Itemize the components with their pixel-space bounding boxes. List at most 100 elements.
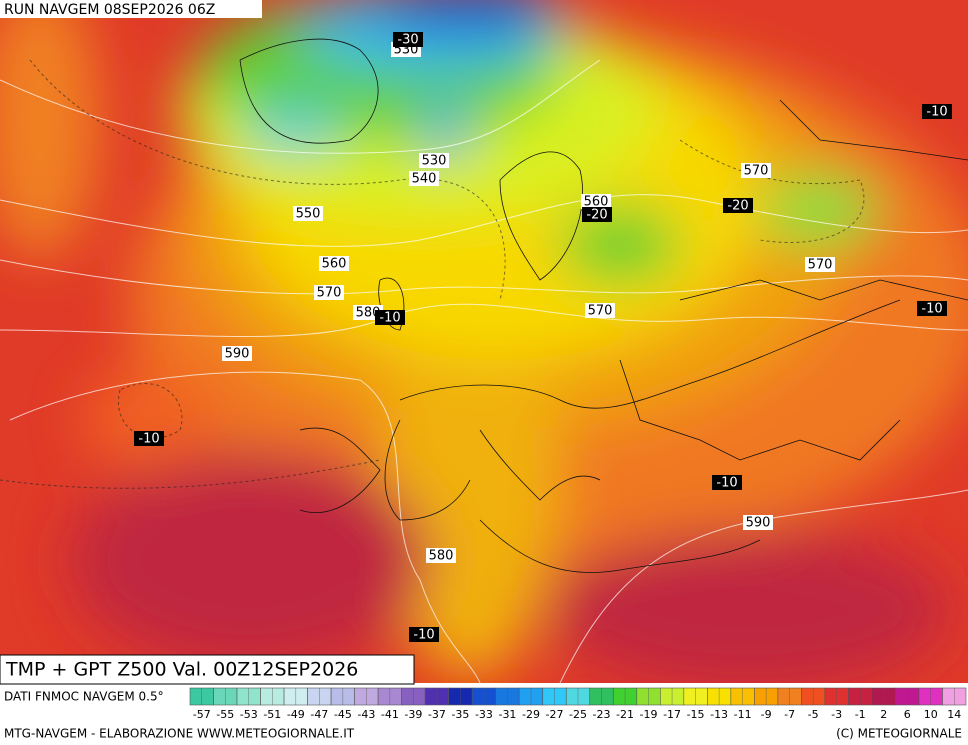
legend-label: -27: [546, 708, 564, 721]
label-text: 530: [422, 154, 447, 169]
legend-label: 10: [924, 708, 938, 721]
label-box: [585, 303, 615, 318]
label-text: 540: [412, 172, 437, 187]
label-text: 590: [225, 347, 250, 362]
contour-label: -10: [712, 475, 742, 491]
label-text: -10: [413, 628, 434, 643]
contour-label: -10: [409, 627, 439, 643]
label-box: [917, 301, 947, 316]
label-box: [393, 32, 423, 47]
label-text: -20: [586, 208, 607, 223]
label-box: [222, 346, 252, 361]
label-text: -30: [397, 33, 418, 48]
label-box: [582, 207, 612, 222]
contour-label: 570: [585, 303, 615, 319]
label-text: 570: [317, 286, 342, 301]
label-box: [409, 627, 439, 642]
label-text: -10: [926, 105, 947, 120]
legend-label: -51: [263, 708, 281, 721]
legend-label: -17: [663, 708, 681, 721]
legend-label: -31: [498, 708, 516, 721]
label-box: [319, 256, 349, 271]
label-box: [293, 206, 323, 221]
label-text: 570: [588, 304, 613, 319]
legend-label: -19: [640, 708, 658, 721]
legend-source: DATI FNMOC NAVGEM 0.5°: [4, 690, 164, 704]
contour-label: 560: [319, 256, 349, 272]
label-text: 550: [296, 207, 321, 222]
legend-label: -9: [761, 708, 772, 721]
label-text: 570: [808, 258, 833, 273]
label-text: -10: [716, 476, 737, 491]
legend-label: -45: [334, 708, 352, 721]
contour-label: 570: [314, 285, 344, 301]
title-box: TMP + GPT Z500 Val. 00Z12SEP2026: [0, 654, 415, 685]
header-box: RUN NAVGEM 08SEP2026 06Z: [0, 0, 262, 18]
contour-label: -10: [134, 431, 164, 447]
label-box: [419, 153, 449, 168]
legend-label: -35: [451, 708, 469, 721]
legend-label: -37: [428, 708, 446, 721]
label-box: [712, 475, 742, 490]
legend-label: -39: [404, 708, 422, 721]
legend-label: -29: [522, 708, 540, 721]
label-box: [723, 198, 753, 213]
label-text: 580: [356, 306, 381, 321]
legend-label: -55: [216, 708, 234, 721]
contour-label: -30: [393, 32, 423, 48]
legend-label: -23: [593, 708, 611, 721]
footer-left: MTG-NAVGEM - ELABORAZIONE WWW.METEOGIORN…: [4, 727, 355, 741]
footer-right: (C) METEOGIORNALE: [836, 727, 962, 741]
label-box: [375, 310, 405, 325]
label-text: -10: [379, 311, 400, 326]
label-box: [581, 194, 611, 209]
temperature-field: [0, 0, 968, 683]
legend-label: -3: [831, 708, 842, 721]
contour-label: 590: [222, 346, 252, 362]
contour-label: 580: [426, 548, 456, 564]
label-box: [409, 171, 439, 186]
legend-label: -21: [616, 708, 634, 721]
contour-label: 570: [741, 163, 771, 179]
contour-label: 530: [419, 153, 449, 169]
label-text: -20: [727, 199, 748, 214]
legend-label: -47: [310, 708, 328, 721]
contour-label: 560: [581, 194, 611, 210]
label-text: -10: [138, 432, 159, 447]
label-box: [134, 431, 164, 446]
legend-label: -15: [687, 708, 705, 721]
label-box: [922, 104, 952, 119]
label-box: [314, 285, 344, 300]
label-text: 570: [744, 164, 769, 179]
label-box: [805, 257, 835, 272]
label-text: 580: [429, 549, 454, 564]
legend-label: -7: [784, 708, 795, 721]
legend-label: -11: [734, 708, 752, 721]
legend-label: -41: [381, 708, 399, 721]
contour-label: 550: [293, 206, 323, 222]
label-box: [743, 515, 773, 530]
contour-label: -10: [375, 310, 405, 326]
label-text: 560: [322, 257, 347, 272]
label-box: [426, 548, 456, 563]
legend-label: -13: [710, 708, 728, 721]
label-text: 590: [746, 516, 771, 531]
contour-label: -10: [917, 301, 947, 317]
contour-label: -20: [582, 207, 612, 223]
contour-label: 570: [805, 257, 835, 273]
run-label: RUN NAVGEM 08SEP2026 06Z: [4, 2, 215, 18]
legend-label: -33: [475, 708, 493, 721]
label-box: [741, 163, 771, 178]
legend-label: -57: [193, 708, 211, 721]
map-title: TMP + GPT Z500 Val. 00Z12SEP2026: [5, 659, 358, 681]
contour-label: 590: [743, 515, 773, 531]
legend-label: 2: [880, 708, 887, 721]
contour-label: -10: [922, 104, 952, 120]
legend-label: -49: [287, 708, 305, 721]
contour-label: -20: [723, 198, 753, 214]
legend-label: 14: [947, 708, 961, 721]
legend-label: 6: [904, 708, 911, 721]
legend-label: -1: [855, 708, 866, 721]
